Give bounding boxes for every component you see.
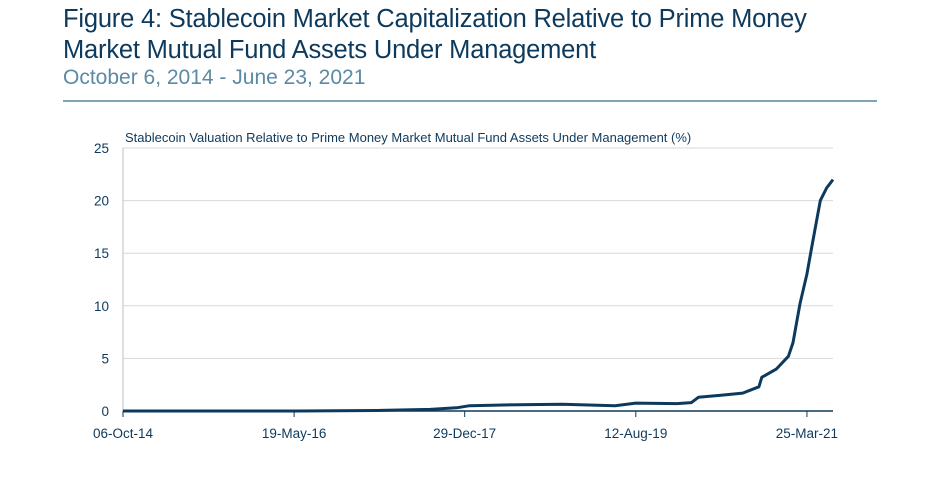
title-divider (63, 100, 877, 102)
figure-subtitle: October 6, 2014 - June 23, 2021 (63, 66, 366, 89)
y-axis-ticks: 0 5 10 15 20 25 (94, 141, 109, 419)
gridlines (122, 147, 833, 412)
y-tick-label: 20 (94, 194, 109, 209)
y-tick-label: 25 (94, 141, 109, 156)
x-tick-label: 12-Aug-19 (604, 426, 667, 441)
series-line (123, 178, 835, 413)
x-tick-label: 25-Mar-21 (776, 426, 838, 441)
y-tick-label: 15 (94, 246, 109, 261)
x-tick-label: 29-Dec-17 (433, 426, 496, 441)
y-tick-label: 10 (94, 299, 109, 314)
y-axis-label: Stablecoin Valuation Relative to Prime M… (125, 130, 691, 145)
x-axis-ticks: 06-Oct-14 19-May-16 29-Dec-17 12-Aug-19 25-M… (93, 411, 838, 441)
x-tick-label: 19-May-16 (262, 426, 327, 441)
title-line-2: Market Mutual Fund Assets Under Manageme… (63, 36, 597, 64)
y-tick-label: 5 (101, 351, 109, 366)
figure-title: Figure 4: Stablecoin Market Capitalizati… (63, 4, 807, 66)
y-tick-label: 0 (101, 404, 109, 419)
title-line-1: Figure 4: Stablecoin Market Capitalizati… (63, 5, 807, 33)
x-tick-label: 06-Oct-14 (93, 426, 154, 441)
